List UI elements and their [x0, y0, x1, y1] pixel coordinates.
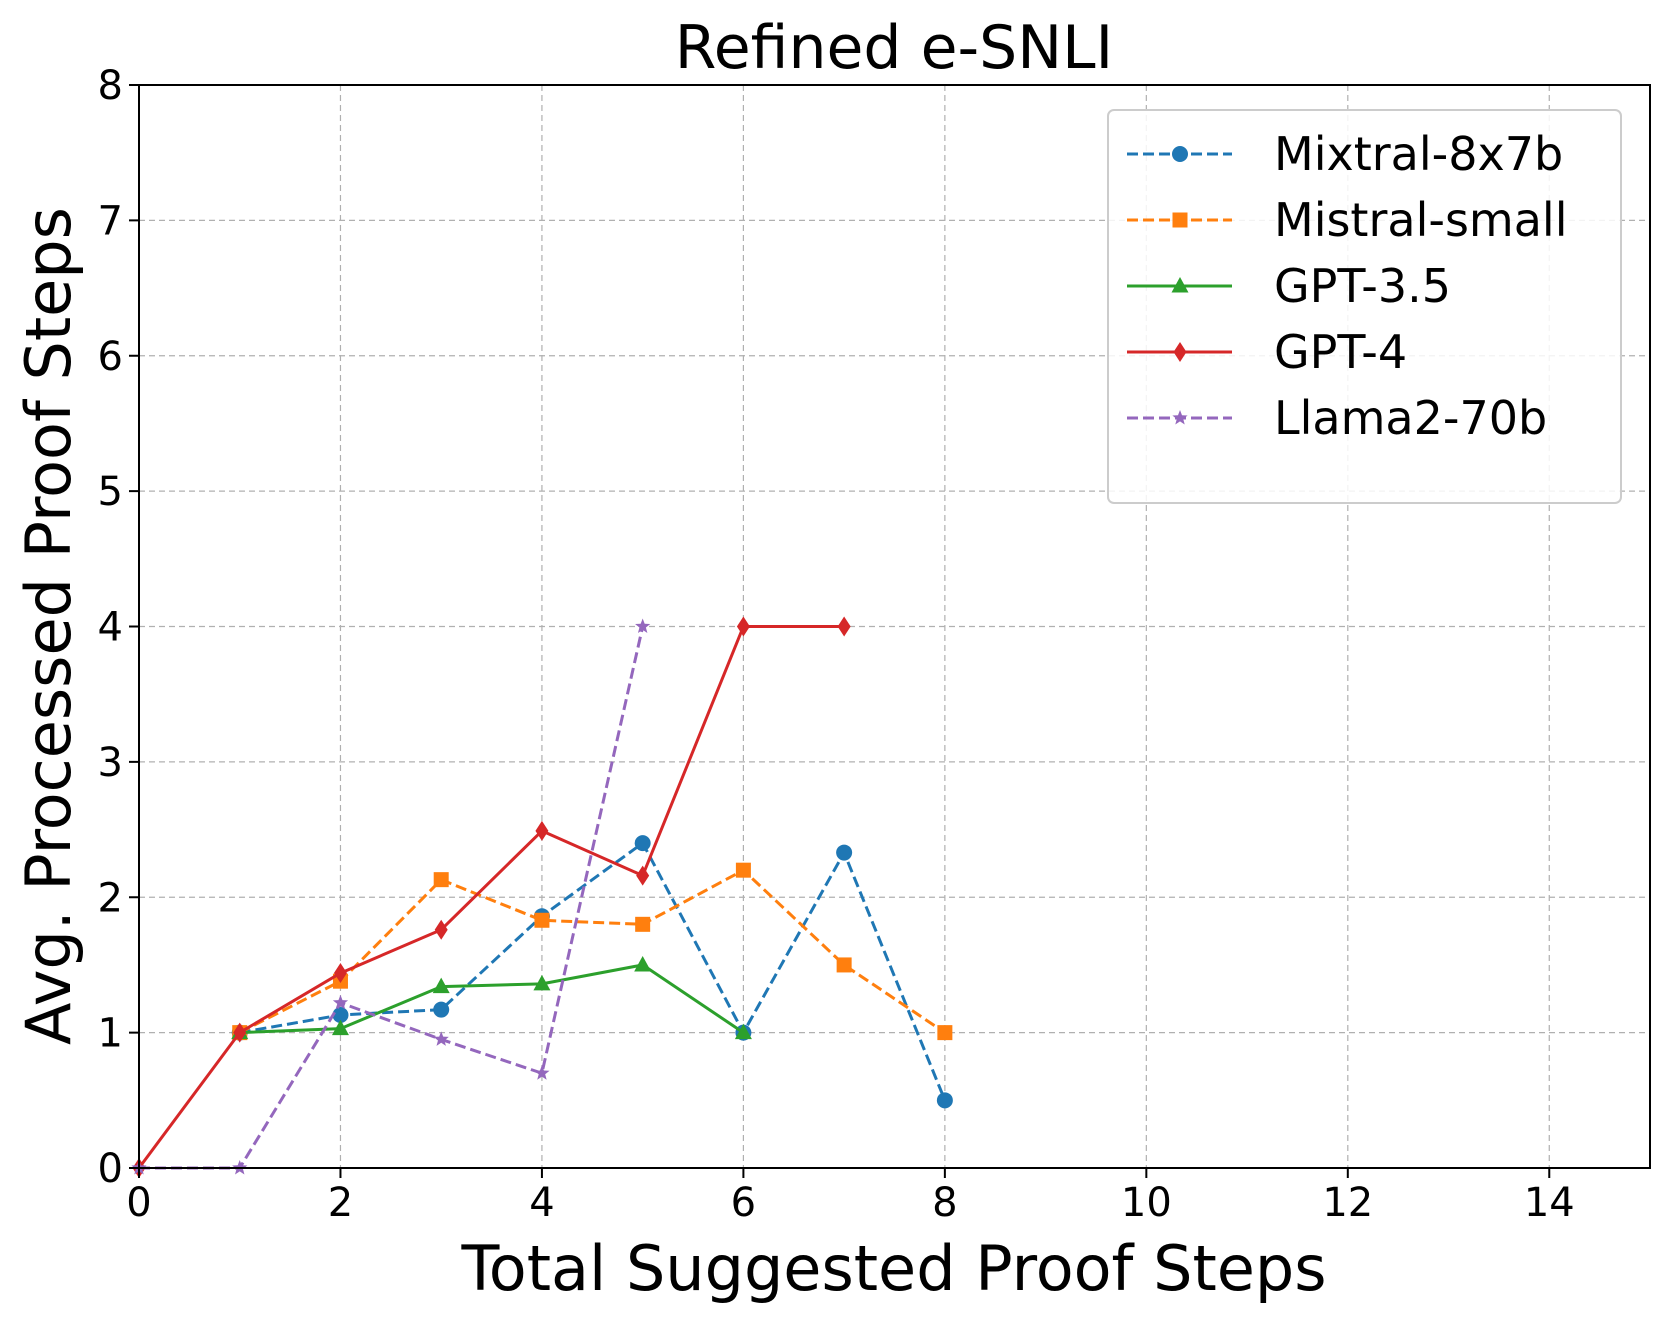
data-point	[233, 1022, 247, 1043]
data-point	[433, 872, 449, 888]
x-axis-ticks: 0 2 4 6 8 10 12 14	[126, 1168, 1575, 1226]
legend-label: Mixtral-8x7b	[1274, 127, 1563, 181]
legend: Mixtral-8x7b Mistral-small GPT-3.5 GPT-4 Lla…	[1107, 109, 1622, 504]
data-point	[433, 1031, 449, 1046]
data-point	[534, 912, 550, 928]
y-axis-ticks: 0 1 2 3 4 5 6 7 8	[98, 63, 139, 1192]
data-point	[333, 963, 347, 984]
x-tick-label: 2	[328, 1180, 353, 1226]
data-point	[432, 977, 450, 994]
legend-marker	[1171, 277, 1189, 293]
y-tick-label: 4	[98, 605, 123, 651]
y-tick-label: 2	[98, 875, 123, 921]
legend-label: GPT-4	[1274, 325, 1407, 379]
legend-marker	[1172, 212, 1188, 228]
x-tick-label: 8	[932, 1180, 957, 1226]
y-tick-label: 3	[98, 740, 123, 786]
data-point	[535, 820, 549, 841]
legend-marker	[1172, 410, 1188, 425]
x-axis-label: Total Suggested Proof Steps	[460, 1232, 1326, 1305]
legend-label: Llama2-70b	[1274, 391, 1547, 445]
data-point	[836, 844, 853, 861]
data-point	[635, 916, 651, 932]
x-tick-label: 4	[529, 1180, 554, 1226]
chart-title: Refined e-SNLI	[675, 13, 1113, 83]
series-line	[239, 841, 947, 1101]
data-point	[332, 1007, 349, 1024]
legend-marker	[1172, 146, 1188, 162]
data-point	[331, 1019, 349, 1036]
y-tick-label: 7	[98, 198, 123, 244]
legend-frame	[1107, 109, 1622, 504]
x-tick-label: 14	[1524, 1180, 1575, 1226]
series-3	[132, 616, 851, 1178]
y-tick-label: 1	[98, 1011, 123, 1057]
legend-label: Mistral-small	[1274, 193, 1567, 247]
y-tick-label: 0	[98, 1146, 123, 1192]
data-point	[533, 974, 551, 991]
y-axis-label: Avg. Processed Proof Steps	[12, 207, 85, 1045]
data-point	[634, 835, 651, 852]
data-point	[634, 955, 652, 972]
data-point	[837, 616, 851, 637]
data-point	[937, 1025, 953, 1041]
data-point	[434, 919, 448, 940]
x-tick-label: 10	[1121, 1180, 1172, 1226]
data-point	[433, 1001, 450, 1018]
data-point	[636, 865, 650, 886]
legend-marker	[1173, 342, 1187, 362]
y-tick-label: 5	[98, 469, 123, 515]
data-point	[332, 994, 349, 1010]
legend-label: GPT-3.5	[1274, 259, 1451, 313]
data-point	[734, 1023, 752, 1040]
x-tick-label: 0	[126, 1180, 151, 1226]
data-point	[736, 616, 750, 637]
x-tick-label: 6	[731, 1180, 756, 1226]
data-point	[735, 862, 751, 878]
series-line	[137, 625, 845, 1169]
y-tick-label: 6	[98, 334, 123, 380]
data-point	[534, 1065, 550, 1080]
y-tick-label: 8	[98, 63, 123, 109]
data-point	[936, 1092, 953, 1109]
data-point	[836, 957, 852, 973]
data-point	[635, 618, 651, 633]
x-tick-label: 12	[1322, 1180, 1373, 1226]
